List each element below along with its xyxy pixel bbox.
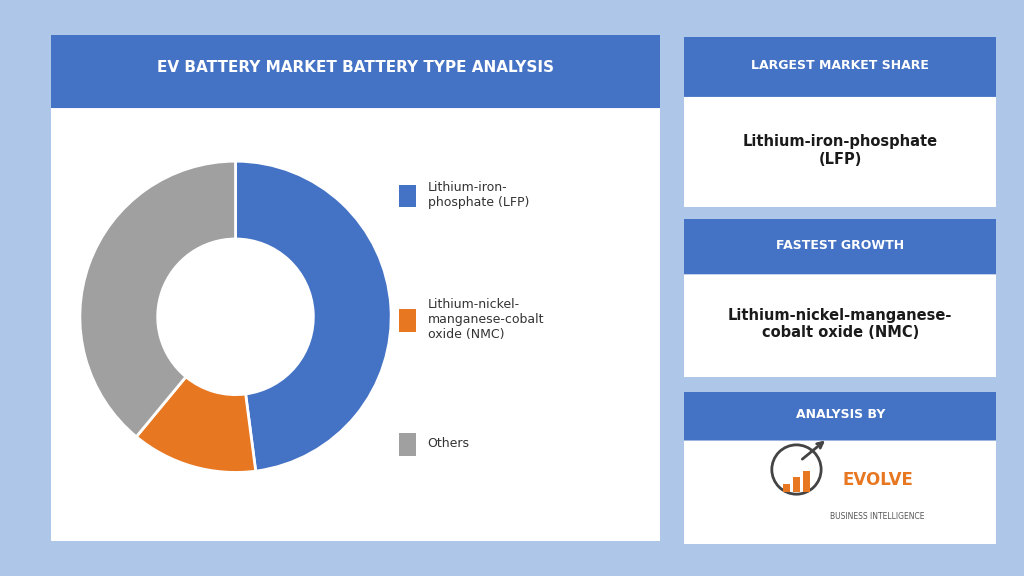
Text: Lithium-iron-phosphate
(LFP): Lithium-iron-phosphate (LFP) (742, 134, 938, 166)
FancyBboxPatch shape (678, 216, 1002, 381)
Text: BUSINESS INTELLIGENCE: BUSINESS INTELLIGENCE (830, 512, 925, 521)
FancyBboxPatch shape (678, 34, 1002, 211)
Text: LARGEST MARKET SHARE: LARGEST MARKET SHARE (752, 59, 929, 72)
Text: Lithium-iron-
phosphate (LFP): Lithium-iron- phosphate (LFP) (428, 181, 528, 209)
FancyBboxPatch shape (678, 389, 1002, 441)
Text: EVOLVE: EVOLVE (842, 471, 913, 489)
Wedge shape (136, 377, 256, 472)
Bar (399, 184, 416, 207)
Bar (782, 484, 790, 492)
FancyBboxPatch shape (678, 34, 1002, 97)
Text: ANALYSIS BY: ANALYSIS BY (796, 408, 885, 421)
FancyBboxPatch shape (678, 389, 1002, 547)
Bar (399, 433, 416, 456)
Text: Lithium-nickel-
manganese-cobalt
oxide (NMC): Lithium-nickel- manganese-cobalt oxide (… (428, 298, 544, 341)
Bar (793, 478, 800, 492)
FancyBboxPatch shape (42, 27, 670, 549)
Text: FASTEST GROWTH: FASTEST GROWTH (776, 238, 904, 252)
FancyBboxPatch shape (678, 216, 1002, 274)
FancyBboxPatch shape (42, 27, 670, 108)
Bar (399, 309, 416, 332)
Text: EV BATTERY MARKET BATTERY TYPE ANALYSIS: EV BATTERY MARKET BATTERY TYPE ANALYSIS (158, 60, 554, 75)
Wedge shape (80, 161, 236, 437)
Text: Others: Others (428, 437, 470, 450)
Text: Lithium-nickel-manganese-
cobalt oxide (NMC): Lithium-nickel-manganese- cobalt oxide (… (728, 308, 952, 340)
Text: 47.93%: 47.93% (217, 316, 292, 334)
Wedge shape (236, 161, 391, 471)
Bar (804, 471, 810, 492)
